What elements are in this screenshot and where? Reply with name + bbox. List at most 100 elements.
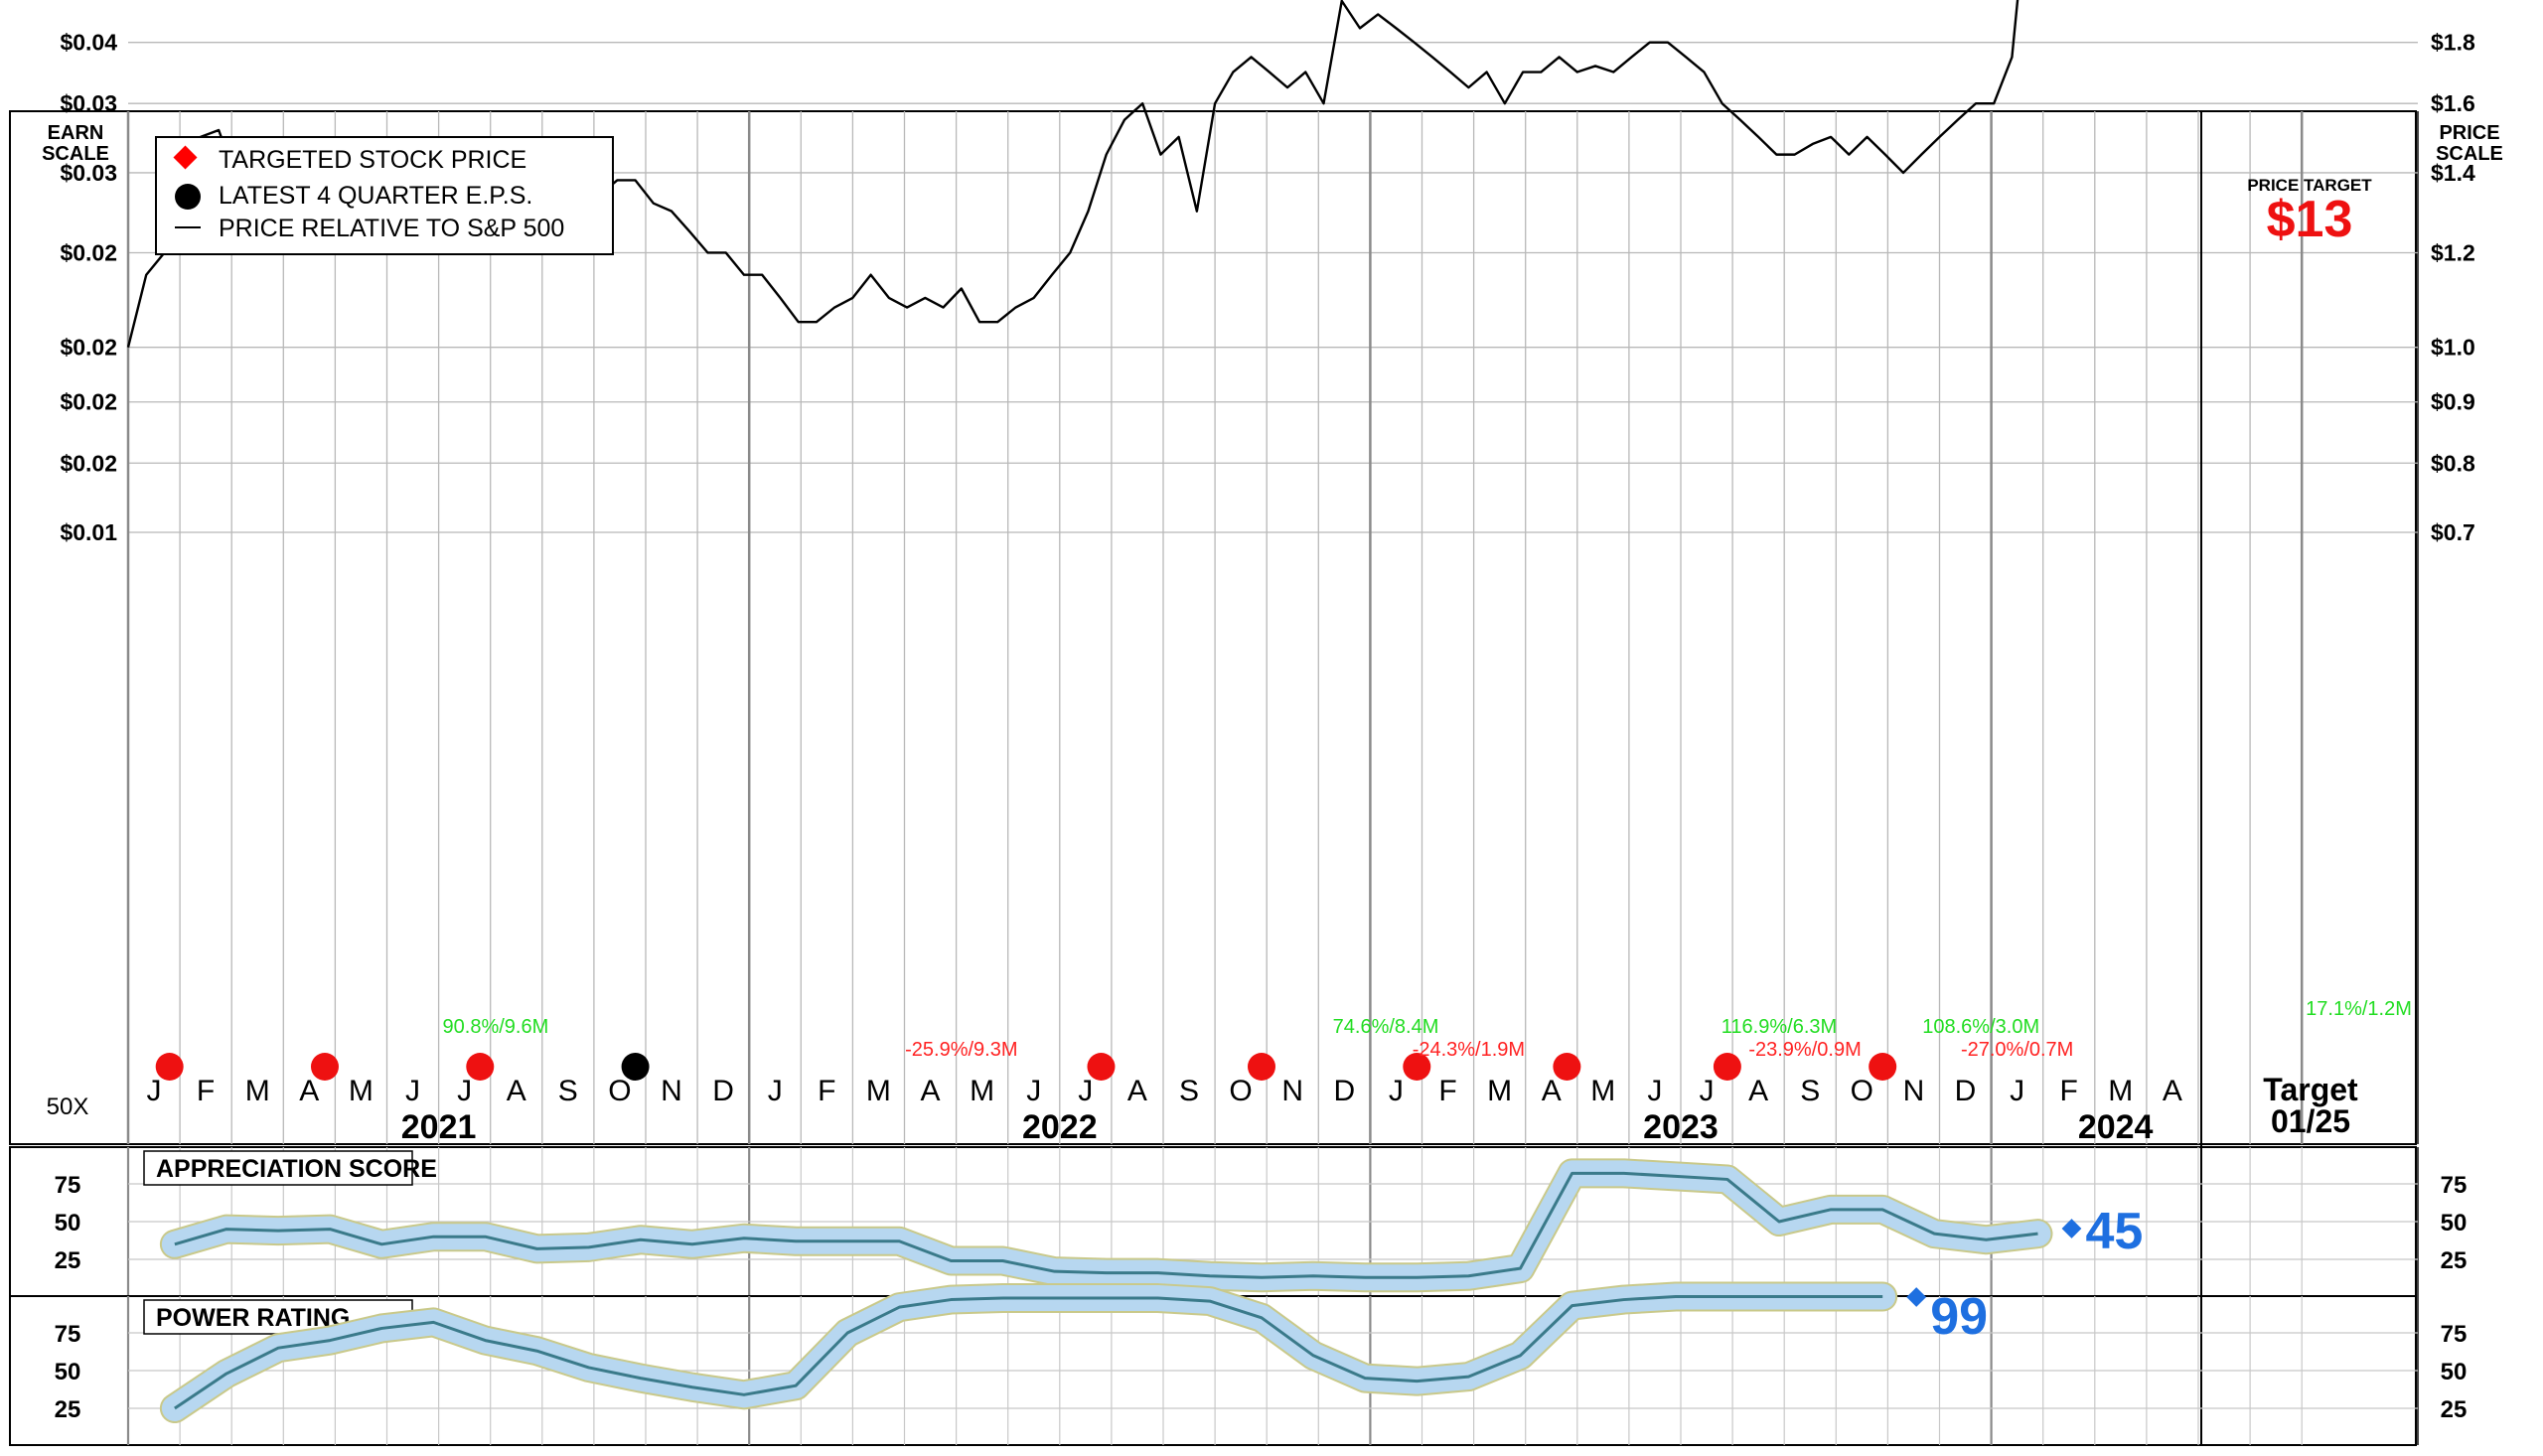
volume-annotation: 74.6%/8.4M	[1333, 1016, 1439, 1038]
quarter-dot-red	[1553, 1053, 1581, 1081]
power_rating-left-tick: 75	[55, 1321, 81, 1348]
appreciation_score-line	[174, 1171, 2038, 1279]
appreciation_score-left-tick: 50	[55, 1210, 81, 1237]
left-axis-title-1: EARN	[48, 122, 104, 144]
right-axis-title-2: SCALE	[2436, 143, 2503, 165]
appreciation_score-right-tick: 50	[2441, 1210, 2468, 1237]
quarter-dot-black	[621, 1053, 650, 1081]
quarter-dot-red	[1403, 1053, 1431, 1081]
year-label: 2024	[2078, 1108, 2154, 1146]
month-label: J	[1026, 1075, 1041, 1107]
sub-panels: 75 75 50 50 25 25 APPRECIATION SCORE 45 75 75 50 50…	[9, 1146, 2468, 1446]
left-tick-label: $0.03	[60, 160, 117, 186]
left-tick-label: $0.03	[60, 90, 117, 116]
month-label: N	[1903, 1075, 1925, 1107]
appreciation_score-current-value: 45	[2085, 1203, 2143, 1260]
month-label: A	[1127, 1075, 1147, 1107]
power_rating-right-tick: 75	[2441, 1321, 2468, 1348]
right-tick-label: $0.9	[2431, 389, 2475, 415]
left-tick-label: $0.02	[60, 335, 117, 361]
month-label: J	[1389, 1075, 1404, 1107]
left-tick-label: $0.04	[60, 0, 117, 1]
appreciation_score-right-tick: 75	[2441, 1172, 2468, 1199]
quarter-dot-red	[1087, 1053, 1116, 1081]
grid	[9, 42, 2419, 1445]
volume-annotation: 17.1%/1.2M	[2306, 998, 2412, 1020]
left-tick-label: $0.01	[60, 519, 117, 545]
power_rating-current-value: 99	[1930, 1288, 1988, 1346]
month-label: J	[405, 1075, 420, 1107]
month-label: N	[661, 1075, 682, 1107]
power_rating-right-tick: 25	[2441, 1396, 2468, 1423]
legend-item-target: TARGETED STOCK PRICE	[219, 146, 526, 174]
right-tick-label: $0.7	[2431, 519, 2475, 545]
legend-dot-icon	[175, 184, 201, 210]
legend: TARGETED STOCK PRICE LATEST 4 QUARTER E.…	[155, 136, 614, 255]
month-label: M	[1487, 1075, 1512, 1107]
volume-annotation: -25.9%/9.3M	[905, 1039, 1017, 1061]
right-tick-label: $1.0	[2431, 335, 2475, 361]
legend-diamond-icon	[173, 145, 198, 170]
month-label: J	[1700, 1075, 1715, 1107]
power_rating-left-tick: 25	[55, 1396, 81, 1423]
month-label: A	[507, 1075, 526, 1107]
month-label: M	[2108, 1075, 2133, 1107]
year-label: 2021	[401, 1108, 477, 1146]
target-label: Target	[2263, 1072, 2358, 1107]
right-tick-label: $1.4	[2431, 160, 2475, 186]
month-label: A	[299, 1075, 319, 1107]
month-label: F	[1438, 1075, 1456, 1107]
month-label: O	[608, 1075, 631, 1107]
quarter-dot-red	[466, 1053, 495, 1081]
right-tick-label: $1.2	[2431, 239, 2475, 265]
right-tick-label: $1.6	[2431, 90, 2475, 116]
left-tick-label: $0.02	[60, 239, 117, 265]
quarter-dot-red	[155, 1053, 184, 1081]
month-label: A	[1542, 1075, 1562, 1107]
volume-annotation: -27.0%/0.7M	[1961, 1039, 2073, 1061]
quarter-dot-red	[1247, 1053, 1275, 1081]
month-label: S	[558, 1075, 578, 1107]
price-target-label: PRICE TARGET	[2247, 176, 2372, 195]
target-date: 01/25	[2271, 1103, 2350, 1139]
month-label: M	[245, 1075, 270, 1107]
appreciation_score-left-tick: 25	[55, 1247, 81, 1274]
appreciation_score-current-diamond	[2061, 1219, 2082, 1238]
right-tick-label: $2.0	[2431, 0, 2475, 1]
month-label: S	[1800, 1075, 1820, 1107]
appreciation_score-left-tick: 75	[55, 1172, 81, 1199]
year-label: 2022	[1022, 1108, 1098, 1146]
month-label: A	[920, 1075, 940, 1107]
month-label: A	[1748, 1075, 1768, 1107]
appreciation_score-title: APPRECIATION SCORE	[156, 1155, 437, 1183]
quarter-dot-red	[1713, 1053, 1741, 1081]
month-label: M	[1590, 1075, 1615, 1107]
year-label: 2023	[1643, 1108, 1719, 1146]
month-label: D	[1955, 1075, 1977, 1107]
quarter-dot-red	[310, 1053, 339, 1081]
month-label: J	[768, 1075, 783, 1107]
month-label: M	[866, 1075, 891, 1107]
month-label: O	[1851, 1075, 1873, 1107]
month-label: M	[970, 1075, 994, 1107]
volume-annotation: 116.9%/6.3M	[1721, 1016, 1837, 1038]
multiplier-label: 50X	[47, 1093, 89, 1120]
axis-titles: EARN SCALE PRICE SCALE PRICE TARGET $13 …	[42, 122, 2503, 1139]
month-label: F	[818, 1075, 835, 1107]
month-label: A	[2163, 1075, 2182, 1107]
appreciation_score-title-box	[143, 1150, 413, 1186]
legend-box	[155, 136, 614, 255]
volume-annotation: -23.9%/0.9M	[1748, 1039, 1861, 1061]
month-label: O	[1229, 1075, 1252, 1107]
volume-annotation: -24.3%/1.9M	[1413, 1039, 1525, 1061]
month-label: D	[1333, 1075, 1355, 1107]
month-label: S	[1179, 1075, 1199, 1107]
markers: 90.8%/9.6M -25.9%/9.3M 74.6%/8.4M-24.3%/1.…	[155, 998, 2412, 1081]
month-label: J	[1647, 1075, 1662, 1107]
left-tick-label: $0.04	[60, 30, 117, 56]
month-label: F	[197, 1075, 215, 1107]
power_rating-left-tick: 50	[55, 1359, 81, 1385]
month-label: J	[1078, 1075, 1093, 1107]
